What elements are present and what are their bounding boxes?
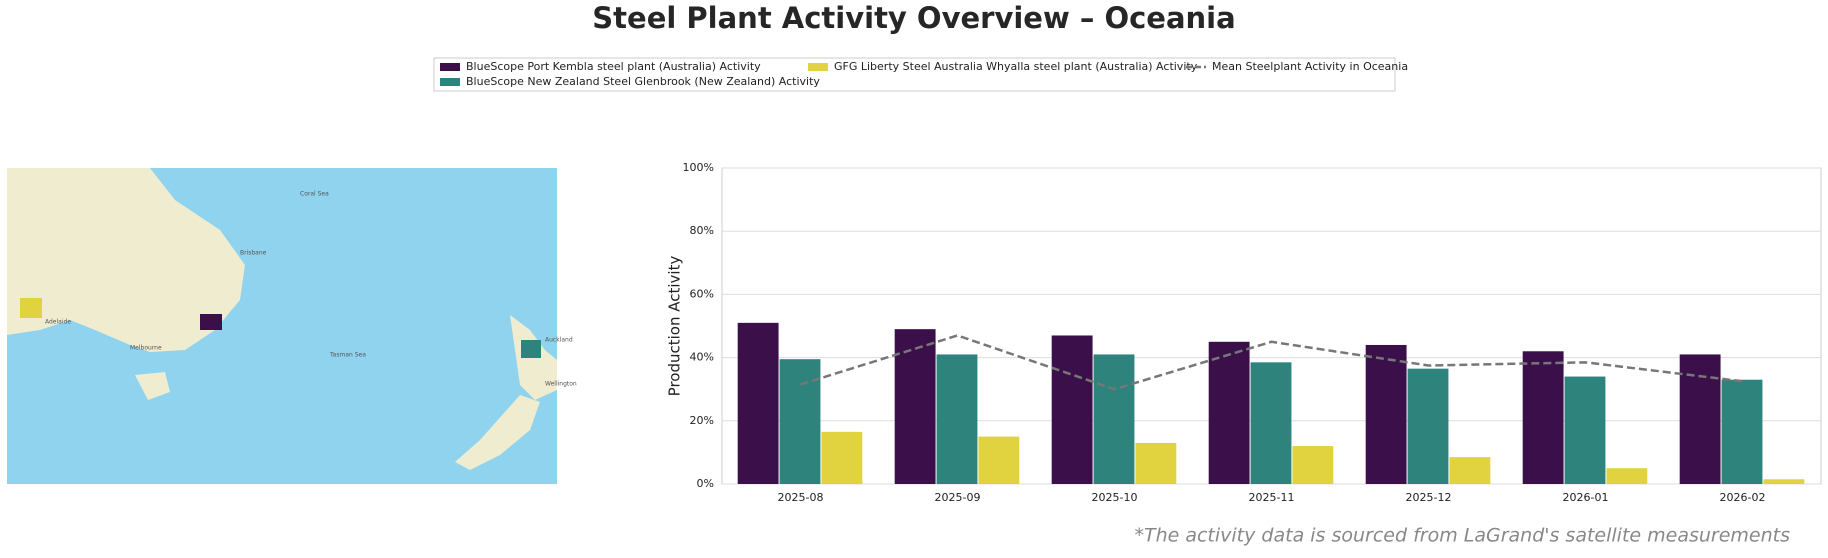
x-tick-label: 2026-01 — [1563, 491, 1609, 504]
y-tick-label: 20% — [690, 414, 714, 427]
map-label: Melbourne — [130, 345, 162, 352]
bar — [1721, 379, 1763, 484]
bar — [1522, 351, 1564, 484]
bar — [821, 431, 863, 484]
map-label: Coral Sea — [300, 191, 329, 198]
map-label: Tasman Sea — [329, 352, 366, 359]
legend-label: BlueScope New Zealand Steel Glenbrook (N… — [466, 75, 820, 88]
map-marker — [200, 314, 222, 330]
y-tick-label: 100% — [683, 161, 714, 174]
bar — [1407, 368, 1449, 484]
map-australia — [7, 168, 245, 352]
y-tick-label: 80% — [690, 224, 714, 237]
y-axis-label: Production Activity — [666, 256, 684, 397]
bar — [1093, 354, 1135, 484]
map-marker — [20, 298, 42, 318]
bar — [978, 436, 1020, 484]
x-tick-label: 2025-08 — [778, 491, 824, 504]
x-tick-label: 2026-02 — [1720, 491, 1766, 504]
map-label: Adelaide — [45, 319, 71, 326]
bar — [1051, 335, 1093, 484]
bar — [779, 359, 821, 484]
x-tick-label: 2025-11 — [1249, 491, 1295, 504]
bar — [1365, 344, 1407, 484]
x-tick-label: 2025-12 — [1406, 491, 1452, 504]
legend-label: Mean Steelplant Activity in Oceania — [1212, 60, 1408, 73]
y-tick-label: 60% — [690, 287, 714, 300]
bar — [1250, 362, 1292, 484]
map-tasmania — [135, 372, 170, 400]
legend-box — [433, 57, 1396, 92]
bar — [1564, 376, 1606, 484]
x-tick-label: 2025-09 — [935, 491, 981, 504]
chart-title: Steel Plant Activity Overview – Oceania — [592, 1, 1235, 35]
mean-line — [800, 334, 1743, 391]
y-tick-label: 0% — [697, 477, 714, 490]
legend-label: BlueScope Port Kembla steel plant (Austr… — [466, 60, 761, 73]
bar — [737, 322, 779, 484]
map-label: Brisbane — [240, 250, 267, 257]
legend-swatch — [440, 63, 460, 71]
bar — [1208, 341, 1250, 484]
map-label: Auckland — [545, 337, 573, 344]
x-tick-label: 2025-10 — [1092, 491, 1138, 504]
footnote: *The activity data is sourced from LaGra… — [1134, 525, 1790, 547]
bar — [1449, 457, 1491, 484]
bar — [1606, 468, 1648, 484]
legend-swatch — [440, 78, 460, 86]
map-nz-south — [455, 395, 540, 470]
map — [7, 168, 557, 484]
bar — [1135, 442, 1177, 484]
bar — [936, 354, 978, 484]
bar — [894, 329, 936, 484]
bar — [1679, 354, 1721, 484]
legend-swatch — [808, 63, 828, 71]
y-tick-label: 40% — [690, 351, 714, 364]
legend-label: GFG Liberty Steel Australia Whyalla stee… — [834, 60, 1198, 73]
bar — [1292, 446, 1334, 484]
bar — [1763, 479, 1805, 484]
map-label: Wellington — [545, 381, 577, 388]
map-marker — [521, 340, 541, 358]
